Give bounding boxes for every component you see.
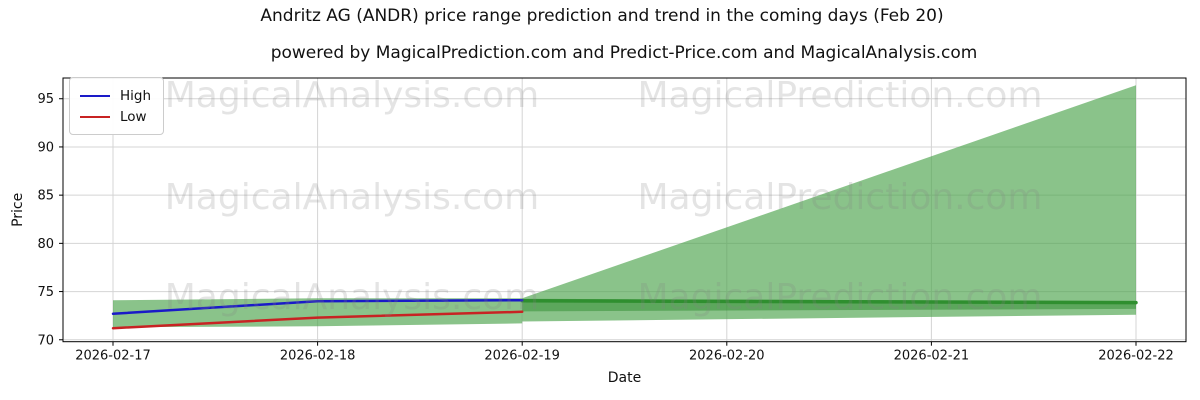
watermark: MagicalAnalysis.com (165, 75, 539, 116)
x-tick-label: 2026-02-17 (75, 349, 151, 364)
y-tick-label: 80 (37, 237, 54, 252)
chart-subtitle: powered by MagicalPrediction.com and Pre… (270, 43, 978, 63)
Low-line (111, 310, 524, 330)
x-tick-label: 2026-02-21 (894, 349, 970, 364)
legend-item-low: Low (80, 106, 151, 127)
y-tick-label: 90 (37, 140, 54, 155)
x-axis-label: Date (608, 370, 641, 386)
chart-title: Andritz AG (ANDR) price range prediction… (260, 6, 944, 26)
prediction-trend-line-line (520, 298, 1138, 305)
watermark: MagicalPrediction.com (638, 177, 1043, 218)
x-tick-label: 2026-02-20 (689, 349, 765, 364)
y-tick-label: 75 (37, 285, 54, 300)
legend: High Low (69, 77, 165, 135)
y-tick-label: 95 (37, 92, 54, 107)
legend-label-high: High (120, 87, 152, 104)
legend-item-high: High (80, 85, 151, 106)
watermark: MagicalPrediction.com (638, 75, 1043, 116)
x-tick-label: 2026-02-18 (280, 349, 356, 364)
low-line-swatch (80, 115, 110, 118)
y-tick-label: 85 (37, 189, 54, 204)
y-axis-label: Price (10, 193, 26, 227)
prediction-fan-band (522, 85, 1136, 322)
watermark: MagicalPrediction.com (638, 277, 1043, 318)
x-tick-label: 2026-02-22 (1098, 349, 1174, 364)
High-line (111, 298, 524, 315)
legend-label-low: Low (120, 108, 147, 125)
watermark: MagicalAnalysis.com (165, 177, 539, 218)
high-line-swatch (80, 94, 110, 97)
watermark: MagicalAnalysis.com (165, 277, 539, 318)
x-tick-label: 2026-02-19 (484, 349, 560, 364)
historical-range-band (113, 298, 523, 328)
y-tick-label: 70 (37, 333, 54, 348)
